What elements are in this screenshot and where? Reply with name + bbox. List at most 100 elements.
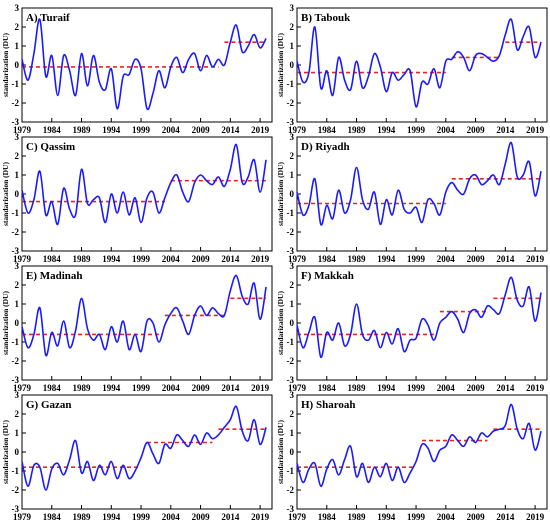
- y-tick-label: -1: [287, 466, 295, 476]
- y-tick-label: 2: [290, 151, 295, 161]
- x-tick-label: 2014: [496, 254, 515, 264]
- x-tick-label: 1994: [102, 125, 121, 135]
- y-tick-label: -3: [287, 117, 295, 127]
- plot-frame: [21, 136, 273, 252]
- x-tick-label: 2014: [221, 383, 240, 393]
- x-tick-label: 1994: [377, 383, 396, 393]
- y-tick-label: 1: [15, 170, 20, 180]
- x-tick-label: 2004: [162, 383, 181, 393]
- x-tick-label: 1994: [102, 383, 121, 393]
- x-tick-label: 2014: [496, 383, 515, 393]
- panel-title: F) Makkah: [301, 270, 354, 282]
- x-tick-label: 1999: [132, 512, 151, 522]
- y-tick-label: 2: [290, 280, 295, 290]
- y-tick-label: -3: [287, 246, 295, 256]
- y-tick-label: 3: [290, 132, 295, 142]
- series-line: [296, 403, 542, 488]
- y-tick-label: 0: [15, 189, 20, 199]
- y-tick-label: 0: [290, 60, 295, 70]
- x-tick-label: 2014: [496, 512, 515, 522]
- y-tick-label: 0: [15, 60, 20, 70]
- plot-frame: [296, 136, 548, 252]
- chart-panel-makkah: -3 -2 -1 0 1 2 3 1979 1984 1989 1994 1999 2004 2009 20…: [276, 261, 548, 393]
- y-axis-label: standarization (DU): [276, 162, 285, 226]
- x-tick-label: 1994: [102, 254, 121, 264]
- y-tick-label: 3: [15, 390, 20, 400]
- y-tick-label: -1: [12, 337, 20, 347]
- y-tick-label: 1: [15, 299, 20, 309]
- y-tick-label: 2: [290, 22, 295, 32]
- y-tick-label: 3: [15, 132, 20, 142]
- y-tick-label: 2: [15, 280, 20, 290]
- x-tick-label: 2014: [221, 125, 240, 135]
- x-tick-label: 1984: [318, 254, 337, 264]
- y-tick-label: 1: [290, 170, 295, 180]
- y-tick-label: -3: [12, 246, 20, 256]
- y-axis-label: standarization (DU): [276, 291, 285, 355]
- y-tick-label: -1: [12, 466, 20, 476]
- y-tick-label: 2: [15, 409, 20, 419]
- y-tick-label: -3: [12, 375, 20, 385]
- series-line: [296, 276, 542, 359]
- x-tick-label: 1999: [132, 254, 151, 264]
- y-tick-label: -3: [287, 375, 295, 385]
- plot-frame: [21, 394, 273, 510]
- plot-frame: [21, 7, 273, 123]
- x-tick-label: 2019: [526, 125, 545, 135]
- y-tick-label: -2: [287, 485, 295, 495]
- x-tick-label: 2009: [467, 383, 486, 393]
- panel-title: C) Qassim: [26, 141, 75, 153]
- y-tick-label: -2: [287, 356, 295, 366]
- x-tick-label: 2004: [162, 512, 181, 522]
- y-tick-label: -1: [12, 208, 20, 218]
- x-tick-label: 1989: [73, 254, 92, 264]
- x-tick-label: 2004: [162, 125, 181, 135]
- x-tick-label: 1979: [13, 125, 32, 135]
- x-tick-label: 1979: [288, 254, 307, 264]
- x-tick-label: 2014: [221, 254, 240, 264]
- y-tick-label: -3: [287, 504, 295, 514]
- x-tick-label: 2019: [251, 254, 270, 264]
- x-tick-label: 2019: [251, 383, 270, 393]
- x-tick-label: 1989: [348, 512, 367, 522]
- y-tick-label: -2: [12, 356, 20, 366]
- x-tick-label: 1984: [43, 125, 62, 135]
- y-axis-label: standarization (DU): [1, 291, 10, 355]
- x-tick-label: 1979: [13, 383, 32, 393]
- y-tick-label: 0: [290, 447, 295, 457]
- y-tick-label: 3: [15, 3, 20, 13]
- y-tick-label: -2: [12, 98, 20, 108]
- chart-panel-madinah: -3 -2 -1 0 1 2 3 1979 1984 1989 1994 1999 2004 2009 20…: [1, 261, 273, 393]
- x-tick-label: 1994: [102, 512, 121, 522]
- x-tick-label: 1994: [377, 254, 396, 264]
- x-tick-label: 2019: [526, 254, 545, 264]
- x-tick-label: 1984: [318, 383, 337, 393]
- y-tick-label: 1: [290, 299, 295, 309]
- series-line: [21, 18, 267, 111]
- x-tick-label: 1979: [288, 383, 307, 393]
- y-tick-label: 0: [290, 318, 295, 328]
- y-tick-label: 2: [15, 22, 20, 32]
- chart-panel-riyadh: -3 -2 -1 0 1 2 3 1979 1984 1989 1994 1999 2004 2009 20…: [276, 132, 548, 264]
- y-axis-label: standarization (DU): [1, 33, 10, 97]
- y-tick-label: 1: [290, 41, 295, 51]
- x-tick-label: 1984: [318, 512, 337, 522]
- x-tick-label: 1994: [377, 512, 396, 522]
- plot-frame: [296, 265, 548, 381]
- y-tick-label: -2: [12, 227, 20, 237]
- x-tick-label: 2004: [437, 512, 456, 522]
- chart-panel-turaif: -3 -2 -1 0 1 2 3 1979 1984 1989 1994 1999 2004 2009 20…: [1, 3, 273, 135]
- x-tick-label: 2009: [192, 512, 211, 522]
- y-tick-label: 3: [290, 390, 295, 400]
- series-line: [21, 274, 267, 357]
- y-tick-label: 3: [290, 261, 295, 271]
- x-tick-label: 2009: [467, 254, 486, 264]
- x-tick-label: 2004: [437, 254, 456, 264]
- x-tick-label: 2004: [437, 383, 456, 393]
- x-tick-label: 2014: [496, 125, 515, 135]
- y-tick-label: 0: [15, 318, 20, 328]
- y-tick-label: -3: [12, 504, 20, 514]
- x-tick-label: 1979: [13, 512, 32, 522]
- chart-panel-tabouk: -3 -2 -1 0 1 2 3 1979 1984 1989 1994 1999 2004 2009 20…: [276, 3, 548, 135]
- x-tick-label: 2019: [526, 512, 545, 522]
